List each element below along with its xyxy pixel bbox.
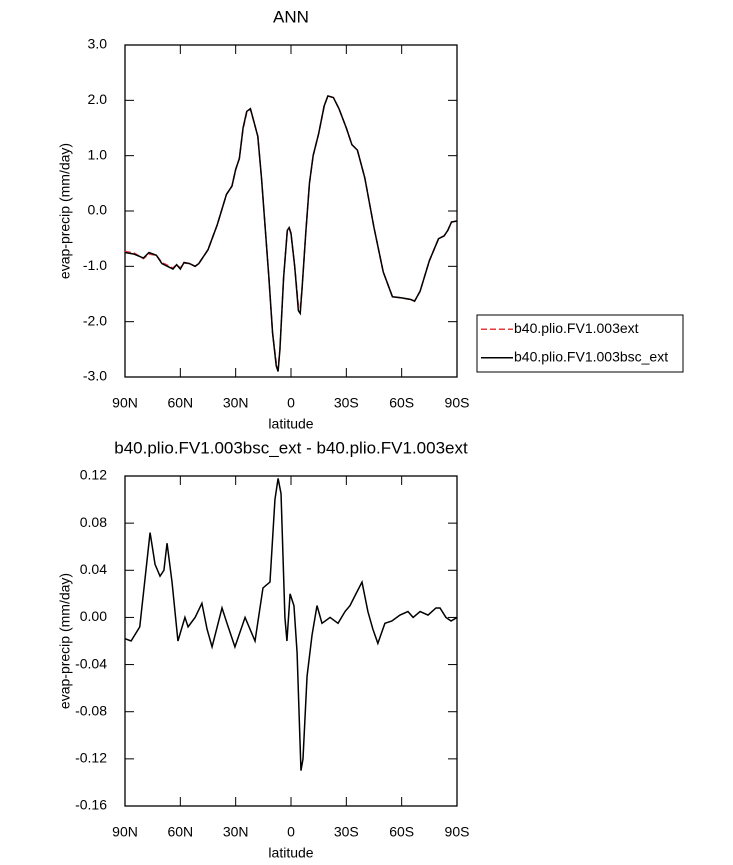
- x-tick-label: 60N: [167, 395, 193, 411]
- y-tick-label: 2.0: [88, 91, 108, 107]
- x-tick-label: 30S: [334, 824, 359, 840]
- y-tick-label: -0.16: [75, 797, 107, 813]
- legend-label: b40.plio.FV1.003bsc_ext: [514, 348, 668, 364]
- x-axis-label: latitude: [268, 416, 313, 432]
- x-tick-label: 90S: [445, 395, 470, 411]
- y-tick-label: -3.0: [83, 368, 107, 384]
- x-tick-label: 30N: [223, 395, 249, 411]
- chart-title: b40.plio.FV1.003bsc_ext - b40.plio.FV1.0…: [114, 438, 468, 457]
- y-axis-label: evap-precip (mm/day): [57, 143, 73, 279]
- y-tick-label: -0.12: [75, 750, 107, 766]
- y-tick-label: 0.0: [88, 202, 108, 218]
- x-axis-label: latitude: [268, 845, 313, 861]
- y-axis-label: evap-precip (mm/day): [57, 573, 73, 709]
- x-tick-label: 30S: [334, 395, 359, 411]
- y-tick-label: 3.0: [88, 36, 108, 52]
- legend-box: [476, 314, 684, 373]
- y-tick-label: -1.0: [83, 257, 107, 273]
- y-tick-label: 0.08: [80, 514, 107, 530]
- y-tick-label: -0.08: [75, 702, 107, 718]
- plot-frame: [124, 475, 458, 807]
- y-tick-label: -2.0: [83, 312, 107, 328]
- chart-title: ANN: [273, 7, 309, 26]
- y-tick-label: 0.04: [80, 561, 107, 577]
- x-tick-label: 60S: [389, 824, 414, 840]
- data-line: [124, 94, 458, 372]
- data-line: [124, 478, 458, 771]
- y-tick-label: 0.12: [80, 467, 107, 483]
- x-tick-label: 30N: [223, 824, 249, 840]
- y-tick-label: 1.0: [88, 146, 108, 162]
- legend-label: b40.plio.FV1.003ext: [514, 320, 639, 336]
- x-tick-label: 90S: [445, 824, 470, 840]
- plot-frame: [124, 44, 458, 378]
- x-tick-label: 60S: [389, 395, 414, 411]
- x-tick-label: 90N: [112, 824, 138, 840]
- x-tick-label: 90N: [112, 395, 138, 411]
- x-tick-label: 60N: [167, 824, 193, 840]
- x-tick-label: 0: [287, 824, 295, 840]
- y-tick-label: 0.00: [80, 608, 107, 624]
- y-tick-label: -0.04: [75, 655, 107, 671]
- x-tick-label: 0: [287, 395, 295, 411]
